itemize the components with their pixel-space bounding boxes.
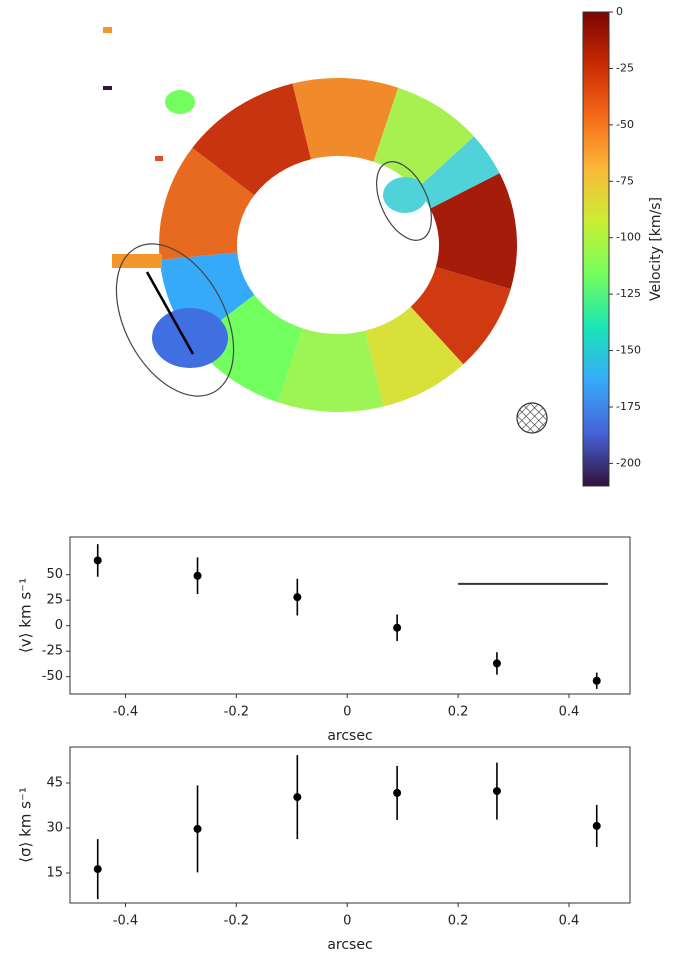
data-point bbox=[393, 623, 402, 632]
colorbar-tick-label: -125 bbox=[616, 287, 641, 300]
blob bbox=[165, 90, 195, 114]
ring-segment bbox=[292, 78, 399, 163]
ring-segment bbox=[363, 305, 464, 407]
data-point bbox=[492, 659, 501, 668]
ring-segment bbox=[192, 293, 304, 403]
x-axis-label: arcsec bbox=[327, 728, 372, 744]
x-tick-label: 0.2 bbox=[448, 914, 469, 929]
y-tick-label: 50 bbox=[46, 567, 63, 582]
data-point bbox=[492, 787, 501, 796]
y-tick-label: 45 bbox=[46, 776, 63, 791]
y-axis-label: ⟨v⟩ km s⁻¹ bbox=[17, 578, 35, 653]
data-point bbox=[193, 571, 202, 580]
data-point bbox=[592, 676, 601, 685]
ring-segment bbox=[429, 173, 517, 290]
y-tick-label: 0 bbox=[55, 618, 63, 633]
y-tick-label: -25 bbox=[42, 644, 63, 659]
y-axis-label: ⟨σ⟩ km s⁻¹ bbox=[17, 787, 35, 863]
colorbar-tick-label: -50 bbox=[616, 118, 634, 131]
data-point bbox=[592, 821, 601, 830]
orange-strip bbox=[112, 254, 162, 268]
plot-frame bbox=[69, 746, 631, 904]
colorbar-tick-label: -25 bbox=[616, 61, 634, 74]
colorbar-tick-label: -150 bbox=[616, 344, 641, 357]
slit bbox=[145, 271, 195, 355]
ring-segment bbox=[277, 327, 384, 412]
pixel bbox=[155, 156, 163, 161]
y-tick-label: 30 bbox=[46, 821, 63, 836]
blue-region bbox=[152, 308, 228, 368]
data-point bbox=[393, 788, 402, 797]
x-tick-label: 0 bbox=[343, 914, 351, 929]
aperture bbox=[115, 243, 235, 397]
x-tick-label: 0.4 bbox=[559, 705, 580, 720]
x-tick-label: -0.4 bbox=[113, 705, 138, 720]
pixel bbox=[103, 27, 112, 33]
pixel bbox=[103, 86, 112, 90]
plot-frame bbox=[69, 536, 631, 695]
colorbar bbox=[582, 11, 610, 487]
x-tick-label: -0.2 bbox=[224, 705, 249, 720]
x-tick-label: -0.4 bbox=[113, 914, 138, 929]
x-axis-label: arcsec bbox=[327, 937, 372, 953]
x-tick-label: -0.2 bbox=[224, 914, 249, 929]
colorbar-tick-label: -75 bbox=[616, 174, 634, 187]
colorbar-tick-label: -200 bbox=[616, 456, 641, 469]
data-point bbox=[193, 824, 202, 833]
data-point bbox=[93, 865, 102, 874]
beam bbox=[516, 402, 548, 434]
colorbar-tick-label: 0 bbox=[616, 5, 623, 18]
data-point bbox=[293, 593, 302, 602]
ring-segment bbox=[159, 147, 256, 260]
ring-segment bbox=[415, 136, 500, 210]
x-tick-label: 0.4 bbox=[559, 914, 580, 929]
x-tick-label: 0.2 bbox=[448, 705, 469, 720]
y-tick-label: 25 bbox=[46, 593, 63, 608]
velocity-map bbox=[112, 78, 548, 434]
ring-segment bbox=[372, 87, 474, 190]
data-point bbox=[93, 556, 102, 565]
ring-segment bbox=[409, 265, 511, 365]
colorbar-label: Velocity [km/s] bbox=[648, 197, 664, 301]
x-tick-label: 0 bbox=[343, 705, 351, 720]
data-point bbox=[293, 793, 302, 802]
ring-segment bbox=[159, 251, 256, 343]
colorbar-tick-label: -100 bbox=[616, 231, 641, 244]
ring-segment bbox=[192, 83, 313, 197]
y-tick-label: -50 bbox=[42, 669, 63, 684]
aperture bbox=[376, 161, 432, 241]
colorbar-tick-label: -175 bbox=[616, 400, 641, 413]
cyan-region bbox=[383, 177, 427, 213]
y-tick-label: 15 bbox=[46, 866, 63, 881]
